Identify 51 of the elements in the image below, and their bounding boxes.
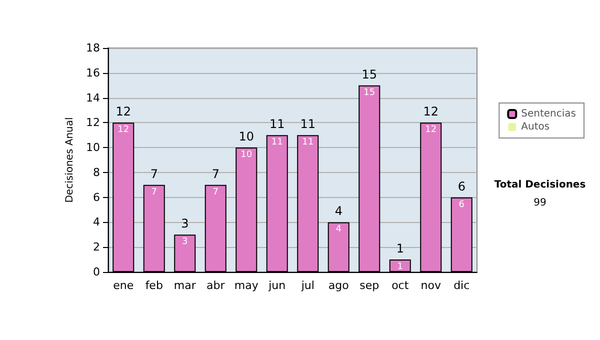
x-tick-label: feb <box>145 279 163 292</box>
total-label: 3 <box>181 216 189 231</box>
x-tick-label: ago <box>328 279 350 292</box>
total-label: 11 <box>300 117 316 132</box>
total-label: 15 <box>362 67 378 82</box>
total-label: 7 <box>212 166 220 181</box>
text: 99 <box>534 198 546 208</box>
y-tick-label: 2 <box>93 240 100 254</box>
y-tick-label: 12 <box>86 116 100 130</box>
x-tick-label: jul <box>300 279 314 292</box>
x-tick-label: nov <box>420 279 442 292</box>
x-tick-label: may <box>234 279 259 292</box>
y-tick-label: 8 <box>93 166 100 179</box>
y-tick-label: 6 <box>93 190 100 204</box>
y-tick-label: 4 <box>93 216 100 229</box>
legend-label: Autos <box>521 122 550 132</box>
x-tick-label: oct <box>392 279 410 292</box>
total-label: 12 <box>116 104 132 119</box>
x-tick-label: abr <box>206 279 226 292</box>
data-label: 12 <box>118 125 130 136</box>
y-axis-title: Decisiones Anual <box>64 117 76 203</box>
total-label: 12 <box>423 104 439 119</box>
data-label: 10 <box>240 150 252 160</box>
total-label: 1 <box>396 242 404 256</box>
data-label: 1 <box>397 262 403 272</box>
x-tick-label: jun <box>268 279 286 292</box>
data-label: 6 <box>458 200 465 210</box>
y-tick-label: 0 <box>93 266 100 278</box>
x-tick-label: mar <box>174 279 196 292</box>
x-tick-label: ene <box>113 279 134 292</box>
x-tick-label: sep <box>360 279 380 292</box>
total-label: 11 <box>269 117 285 132</box>
data-label: 7 <box>212 187 218 198</box>
total-label: 4 <box>334 204 342 218</box>
legend-label: Sentencias <box>521 108 576 120</box>
y-tick-label: 10 <box>86 141 100 154</box>
data-label: 7 <box>151 187 157 198</box>
y-tick-label: 16 <box>86 66 100 80</box>
y-tick-label: 18 <box>86 42 100 54</box>
data-label: 3 <box>182 237 188 248</box>
total-label: 6 <box>458 179 466 194</box>
data-label: 12 <box>425 125 437 136</box>
data-label: 15 <box>364 88 376 98</box>
data-label: 4 <box>336 224 342 235</box>
total-label: 7 <box>150 166 158 181</box>
x-tick-label: dic <box>454 279 470 292</box>
total-label: 10 <box>238 130 254 144</box>
text: Total Decisiones <box>494 180 586 190</box>
data-label: 11 <box>271 138 283 148</box>
data-label: 11 <box>302 138 314 148</box>
y-tick-label: 14 <box>86 91 100 104</box>
